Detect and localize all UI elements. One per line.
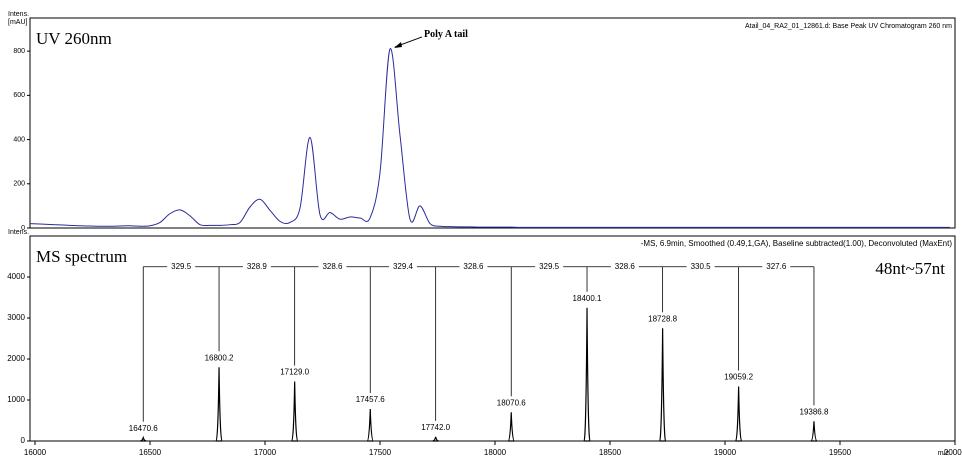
x-axis-label: m/z [938, 450, 950, 457]
bracket-gap [388, 261, 417, 272]
peak-label: 18400.1 [573, 294, 602, 303]
bracket-gap [459, 261, 488, 272]
panel-label: UV 260nm [36, 29, 112, 48]
y-tick-label: 1000 [7, 395, 25, 404]
peak [735, 386, 743, 442]
peak-label: 17457.6 [356, 395, 385, 404]
x-tick-label: 18500 [599, 448, 622, 457]
peak [215, 367, 223, 442]
difference-label: 329.4 [393, 262, 414, 271]
y-tick-label: 600 [13, 92, 25, 99]
difference-label: 327.6 [766, 262, 787, 271]
peak [366, 409, 374, 442]
y-tick-label: 3000 [7, 313, 25, 322]
y-axis-label: Intens. [8, 229, 29, 236]
panel-label: MS spectrum [36, 247, 127, 266]
x-tick-label: 16000 [24, 448, 47, 457]
y-tick-label: 800 [13, 48, 25, 55]
bracket-gap [242, 261, 271, 272]
y-tick-label: 400 [13, 136, 25, 143]
peak [810, 421, 818, 442]
difference-label: 328.6 [615, 262, 636, 271]
peak [432, 436, 439, 442]
y-axis-label: Intens. [8, 11, 29, 18]
range-annotation: 48nt~57nt [875, 259, 945, 278]
arrow-head [394, 41, 402, 48]
y-tick-label: 2000 [7, 354, 25, 363]
y-tick-label: 0 [21, 225, 25, 232]
difference-label: 328.9 [247, 262, 268, 271]
annotation: Poly A tail [424, 29, 468, 40]
peak-label: 17129.0 [280, 368, 309, 377]
y-axis-unit: [mAU] [8, 19, 28, 26]
peak-label: 16470.6 [129, 424, 158, 433]
x-tick-label: 19500 [829, 448, 852, 457]
peak [659, 328, 667, 442]
x-tick-label: 17500 [369, 448, 392, 457]
y-tick-label: 200 [13, 181, 25, 188]
bracket-gap [686, 261, 715, 272]
difference-label: 328.6 [322, 262, 343, 271]
plot-frame [29, 17, 956, 229]
x-tick-label: 16500 [139, 448, 162, 457]
difference-label: 328.6 [463, 262, 484, 271]
peak [507, 412, 515, 442]
peak-label: 16800.2 [205, 353, 234, 362]
uv-trace [29, 48, 950, 228]
peak [291, 381, 299, 442]
bracket-gap [535, 261, 564, 272]
peak-label: 17742.0 [421, 423, 450, 432]
x-tick-label: 20000 [944, 448, 962, 457]
plot-frame [29, 235, 956, 442]
bracket-gap [610, 261, 639, 272]
y-tick-label: 4000 [7, 272, 25, 281]
x-tick-label: 17000 [254, 448, 277, 457]
bracket-gap [167, 261, 196, 272]
x-tick-label: 19000 [714, 448, 737, 457]
difference-label: 330.5 [691, 262, 712, 271]
bracket-gap [762, 261, 791, 272]
peak-label: 19386.8 [800, 407, 829, 416]
peak-label: 18070.6 [497, 398, 526, 407]
peak-label: 18728.8 [648, 314, 677, 323]
peak-label: 19059.2 [724, 373, 753, 382]
panel-title: -MS, 6.9min, Smoothed (0.49,1,GA), Basel… [641, 239, 953, 248]
peak [140, 435, 147, 442]
x-tick-label: 18000 [484, 448, 507, 457]
difference-label: 329.5 [539, 262, 560, 271]
peak [583, 307, 591, 442]
y-tick-label: 0 [21, 436, 26, 445]
panel-title: Atail_04_RA2_01_12861.d: Base Peak UV Ch… [745, 23, 952, 30]
bracket-gap [318, 261, 347, 272]
difference-label: 329.5 [171, 262, 192, 271]
